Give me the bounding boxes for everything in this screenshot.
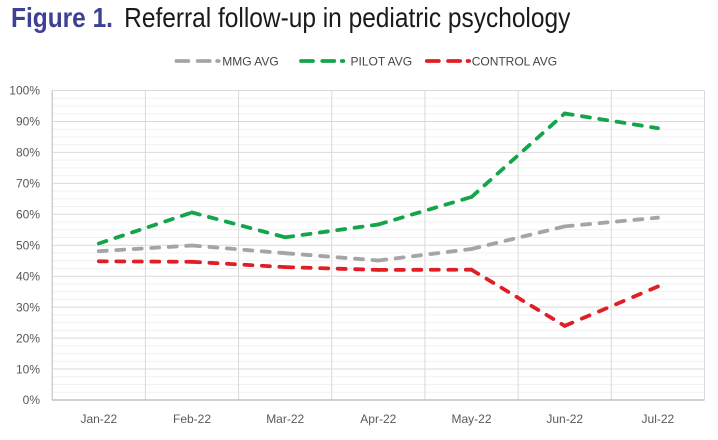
svg-text:70%: 70% — [16, 177, 40, 191]
svg-text:MMG AVG: MMG AVG — [222, 54, 278, 68]
svg-text:40%: 40% — [16, 269, 40, 283]
svg-text:100%: 100% — [9, 84, 40, 98]
svg-text:CONTROL AVG: CONTROL AVG — [472, 54, 557, 68]
svg-text:60%: 60% — [16, 208, 40, 222]
svg-text:90%: 90% — [16, 115, 40, 129]
svg-text:Jun-22: Jun-22 — [546, 412, 583, 426]
svg-text:Jul-22: Jul-22 — [642, 412, 675, 426]
svg-text:50%: 50% — [16, 238, 40, 252]
svg-text:20%: 20% — [16, 331, 40, 345]
svg-text:10%: 10% — [16, 362, 40, 376]
svg-text:Feb-22: Feb-22 — [173, 412, 211, 426]
svg-text:30%: 30% — [16, 300, 40, 314]
svg-text:80%: 80% — [16, 146, 40, 160]
svg-text:Mar-22: Mar-22 — [266, 412, 304, 426]
svg-text:0%: 0% — [23, 393, 41, 407]
svg-text:Apr-22: Apr-22 — [360, 412, 396, 426]
svg-text:PILOT AVG: PILOT AVG — [351, 54, 413, 68]
svg-text:Jan-22: Jan-22 — [80, 412, 117, 426]
svg-text:May-22: May-22 — [451, 412, 491, 426]
